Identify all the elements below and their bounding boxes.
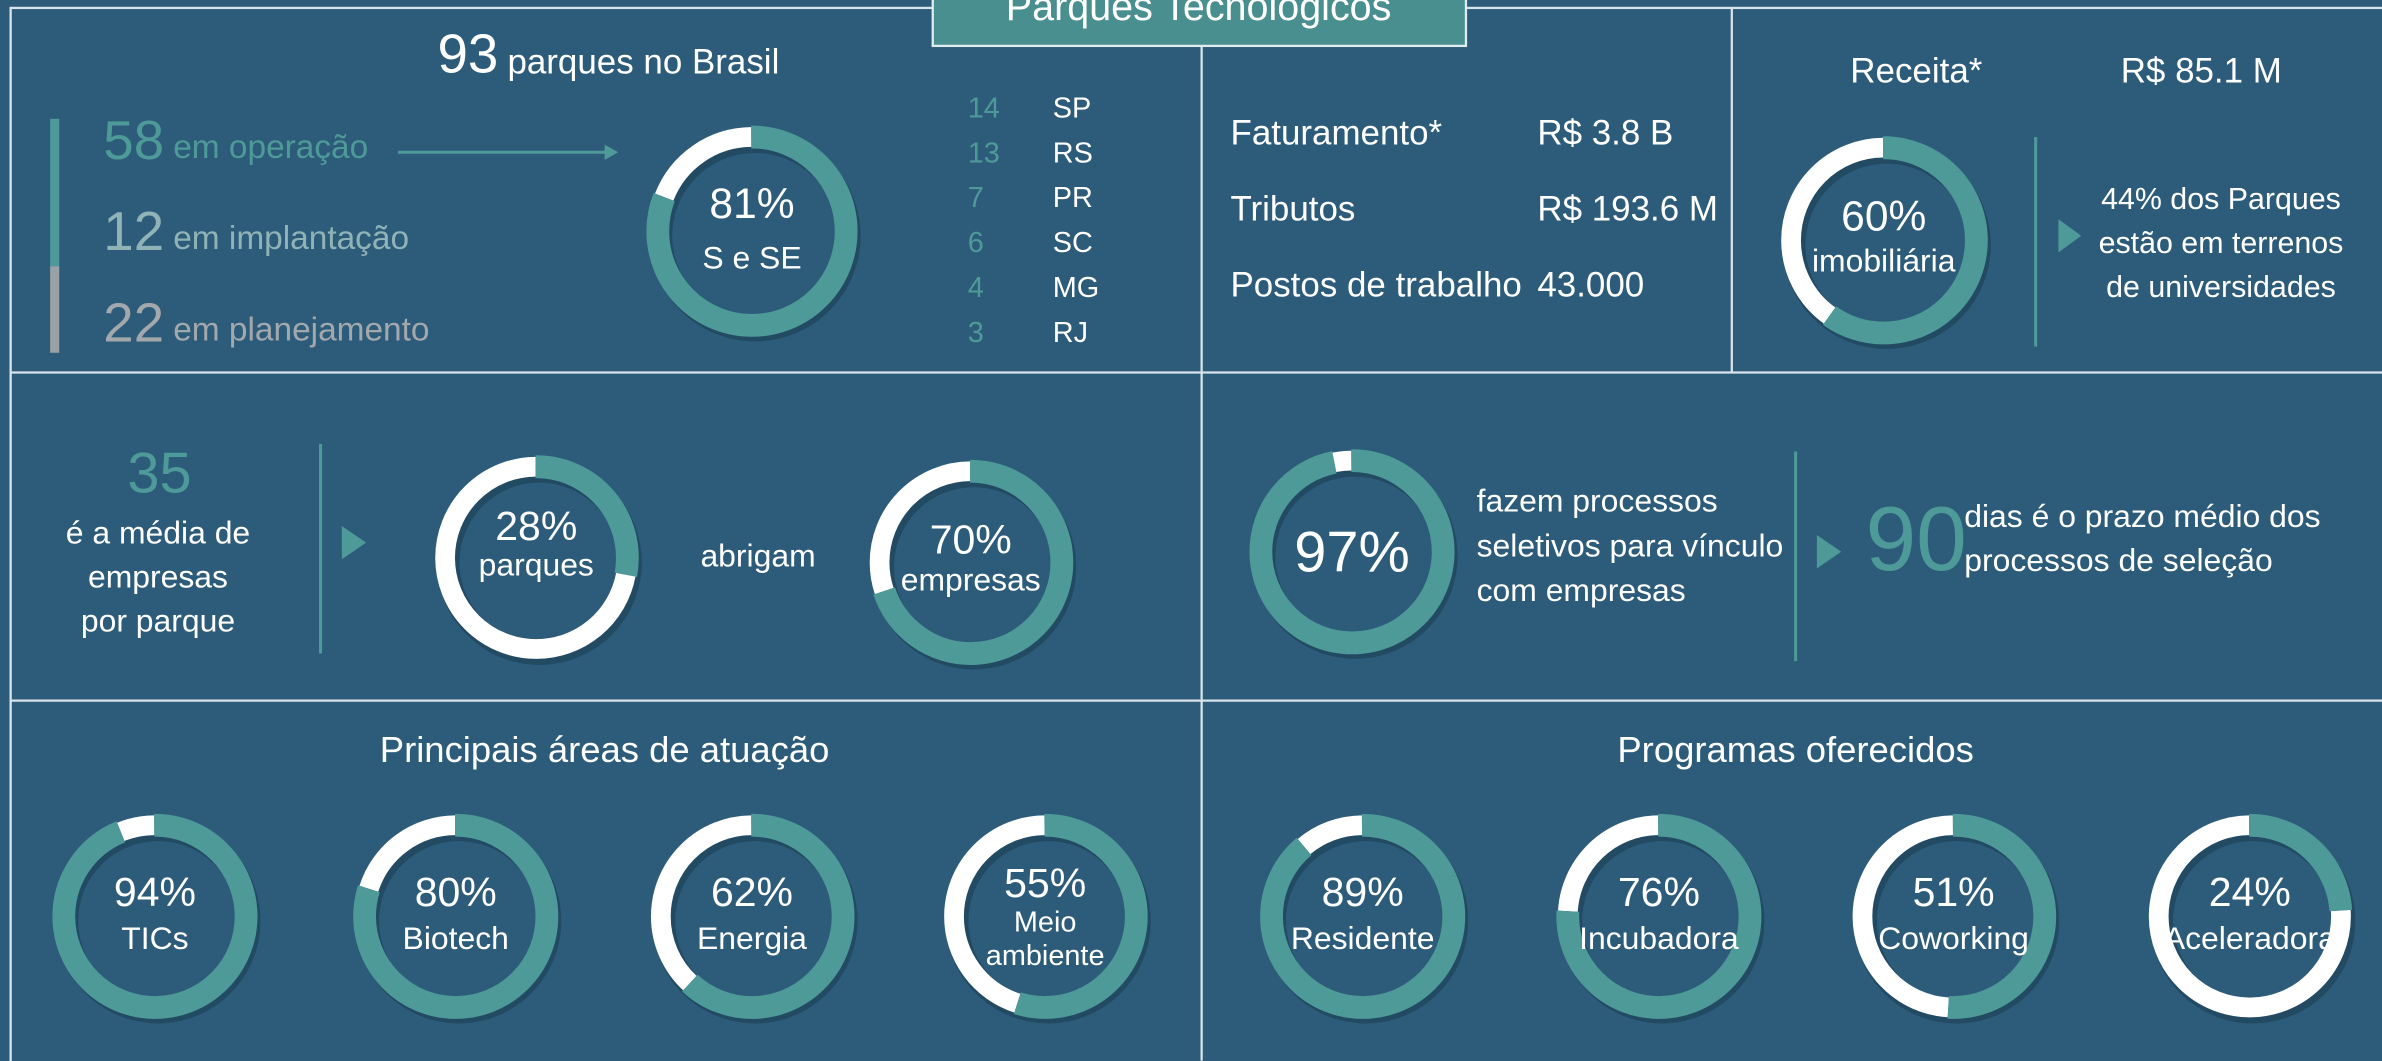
- total-number: 93: [438, 22, 499, 84]
- triangle: [2058, 219, 2082, 253]
- donut-caption: parques: [479, 546, 594, 582]
- donut-value: [649, 813, 855, 1019]
- donut-caption: imobiliária: [1812, 243, 1956, 279]
- donut-value: [52, 813, 258, 1019]
- metric-value: R$ 193.6 M: [1537, 190, 1718, 229]
- metric-label: Postos de trabalho: [1230, 266, 1521, 305]
- status-bar: [50, 118, 60, 267]
- donut-percent: 51%: [1913, 869, 1995, 915]
- state-count: 14: [968, 92, 1000, 124]
- donut-caption: ambiente: [986, 940, 1105, 972]
- donut-percent: 94%: [114, 869, 196, 915]
- days-text: processos de seleção: [1964, 542, 2272, 578]
- donut-value: [433, 455, 639, 661]
- state-name: PR: [1053, 182, 1093, 214]
- state-name: SP: [1053, 92, 1092, 124]
- donut-percent: 81%: [709, 180, 794, 228]
- status-number: 22: [103, 291, 164, 353]
- state-name: SC: [1053, 227, 1093, 259]
- donut-caption: Residente: [1291, 920, 1435, 956]
- selection-text: seletivos para vínculo: [1477, 527, 1784, 563]
- revenue-note: 44% dos Parques: [2101, 182, 2341, 216]
- status-label: em implantação: [173, 220, 409, 257]
- donut-percent: 55%: [1004, 860, 1086, 906]
- selection-text: com empresas: [1477, 572, 1686, 608]
- state-count: 4: [968, 272, 984, 304]
- donut-value: [353, 813, 559, 1019]
- state-count: 13: [968, 137, 1000, 169]
- donut-value: [868, 459, 1074, 665]
- average-text: por parque: [81, 603, 235, 639]
- state-count: 7: [968, 182, 984, 214]
- arrow-head: [604, 144, 619, 160]
- triangle: [1816, 535, 1842, 569]
- donut-percent: 28%: [495, 503, 577, 549]
- average-number: 35: [127, 442, 191, 506]
- donut-caption: empresas: [901, 562, 1041, 598]
- revenue-label: Receita*: [1850, 51, 1982, 90]
- metric-label: Tributos: [1230, 190, 1355, 229]
- status-bar: [50, 266, 60, 353]
- donut-percent: 76%: [1618, 869, 1700, 915]
- donut-percent: 80%: [415, 869, 497, 915]
- section-title: Programas oferecidos: [1617, 729, 1973, 770]
- status-label: em planejamento: [173, 311, 429, 348]
- metric-value: R$ 3.8 B: [1537, 114, 1673, 153]
- donut-caption: Aceleradora: [2164, 920, 2336, 956]
- revenue-note: de universidades: [2106, 270, 2336, 304]
- state-count: 3: [968, 317, 984, 349]
- status-label: em operação: [173, 129, 368, 166]
- donut-caption: S e SE: [702, 240, 801, 276]
- status-number: 12: [103, 200, 164, 262]
- days-number: 90: [1865, 488, 1966, 590]
- donut-caption: Biotech: [403, 920, 509, 956]
- state-name: RS: [1053, 137, 1093, 169]
- donut-percent: 62%: [711, 869, 793, 915]
- donut-percent: 60%: [1841, 192, 1926, 240]
- donut-value: [1851, 813, 2057, 1019]
- selection-text: fazem processos: [1477, 483, 1718, 519]
- donut-caption: TICs: [121, 920, 188, 956]
- metric-label: Faturamento*: [1230, 114, 1442, 153]
- revenue-value: R$ 85.1 M: [2121, 51, 2282, 90]
- donut-rest: [944, 815, 1147, 1018]
- state-name: RJ: [1053, 317, 1088, 349]
- donut-value: [1779, 136, 1988, 345]
- connector: abrigam: [700, 537, 815, 573]
- donut-value: [2147, 813, 2353, 1019]
- total-label: parques no Brasil: [507, 42, 779, 81]
- revenue-note: estão em terrenos: [2099, 226, 2344, 260]
- triangle: [341, 525, 367, 560]
- average-text: empresas: [88, 559, 228, 595]
- donut-caption: Energia: [697, 920, 807, 956]
- days-text: dias é o prazo médio dos: [1964, 498, 2320, 534]
- title: Parques Tecnológicos: [1006, 0, 1392, 29]
- state-count: 6: [968, 227, 984, 259]
- donut-percent: 97%: [1294, 521, 1410, 585]
- donut-value: [646, 125, 858, 337]
- donut-percent: 24%: [2209, 869, 2291, 915]
- donut-value: [1249, 449, 1455, 655]
- donut-percent: 70%: [930, 516, 1012, 562]
- status-number: 58: [103, 109, 164, 171]
- donut-caption: Meio: [1014, 907, 1077, 939]
- donut-value: [1556, 813, 1762, 1019]
- section-title: Principais áreas de atuação: [380, 729, 830, 770]
- average-text: é a média de: [66, 514, 250, 550]
- donut-caption: Incubadora: [1579, 920, 1739, 956]
- donut-percent: 89%: [1322, 869, 1404, 915]
- metric-value: 43.000: [1537, 266, 1644, 305]
- donut-value: [1260, 813, 1466, 1019]
- title-box: [931, 0, 1468, 48]
- donut-caption: Coworking: [1878, 920, 2029, 956]
- state-name: MG: [1053, 272, 1100, 304]
